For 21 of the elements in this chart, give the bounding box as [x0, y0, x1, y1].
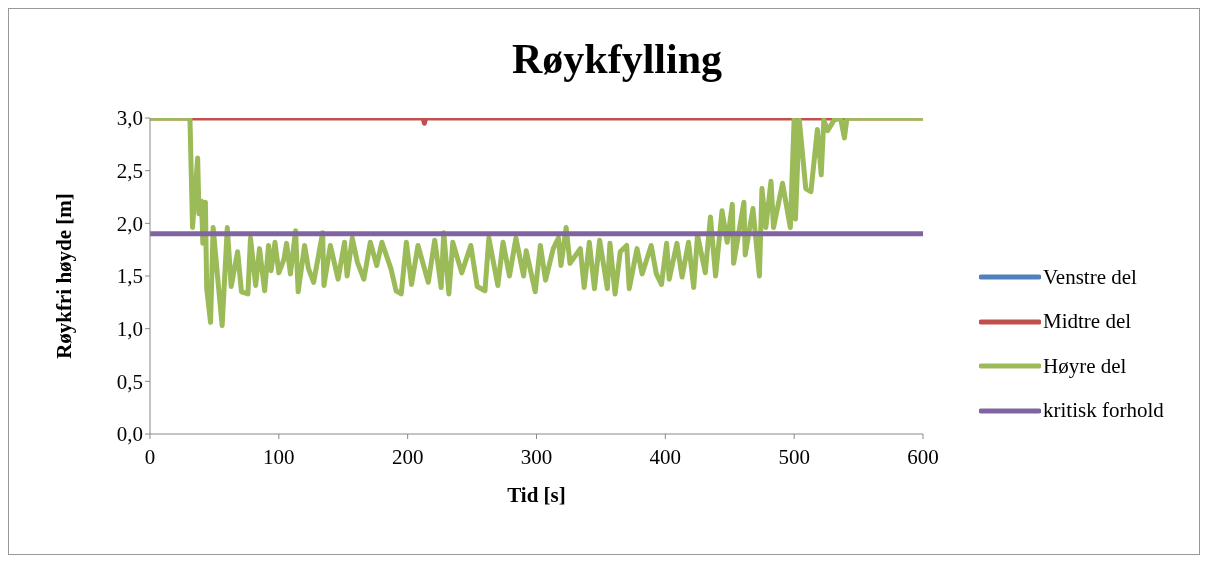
x-tick-label: 500	[778, 444, 810, 469]
y-tick-label: 2,0	[116, 211, 143, 236]
x-tick-label: 600	[907, 444, 939, 469]
y-tick-label: 1,0	[116, 317, 143, 342]
legend-label: kritisk forhold	[1043, 398, 1164, 424]
chart-title: Røykfylling	[510, 35, 723, 83]
y-tick-label: 3,0	[116, 106, 143, 131]
x-tick-label: 100	[263, 444, 295, 469]
x-tick-label: 200	[391, 444, 424, 469]
x-axis-title: Tid [s]	[507, 483, 566, 507]
legend-label: Midtre del	[1043, 309, 1132, 335]
x-tick-label: 0	[144, 444, 156, 469]
y-tick-label: 0,0	[116, 422, 143, 447]
legend-label: Høyre del	[1043, 353, 1127, 379]
y-tick-label: 2,5	[116, 159, 143, 184]
y-axis-title: Røykfri høyde [m]	[52, 193, 77, 359]
legend-label: Venstre del	[1043, 264, 1137, 290]
y-tick-label: 0,5	[116, 369, 143, 394]
y-tick-label: 1,5	[116, 264, 143, 289]
x-tick-label: 400	[649, 444, 682, 469]
x-tick-label: 300	[520, 444, 553, 469]
